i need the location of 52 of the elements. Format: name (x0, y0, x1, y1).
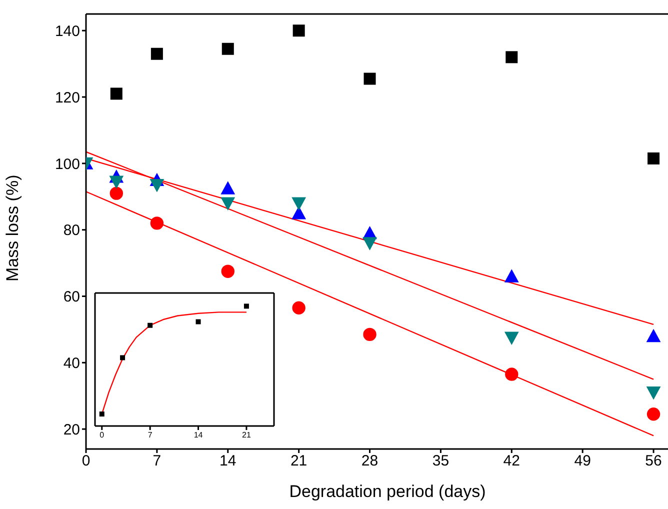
x-tick-label: 14 (194, 430, 204, 440)
point (646, 408, 660, 421)
point (110, 186, 124, 200)
point (292, 301, 306, 314)
point (506, 51, 518, 64)
point (292, 197, 306, 210)
point (221, 264, 234, 278)
point (150, 179, 164, 192)
point (292, 24, 305, 37)
point (120, 355, 126, 360)
point (362, 237, 377, 250)
point (364, 72, 376, 85)
y-tick-label: 100 (54, 156, 80, 173)
point (220, 197, 236, 210)
x-tick-label: 14 (220, 452, 236, 470)
point (646, 328, 661, 342)
x-tick-label: 21 (242, 430, 252, 440)
x-tick-label: 0 (100, 430, 105, 440)
x-tick-label: 7 (152, 452, 162, 470)
point (646, 386, 661, 400)
x-tick-label: 49 (574, 452, 591, 470)
y-axis-title: Mass loss (%) (3, 174, 22, 282)
y-tick-label: 40 (63, 354, 80, 372)
point (504, 269, 519, 282)
point (220, 181, 236, 194)
x-tick-label: 7 (148, 430, 153, 440)
point (504, 332, 519, 345)
point (110, 88, 122, 100)
x-tick-label: 28 (361, 452, 378, 470)
point (222, 42, 234, 55)
y-tick-label: 60 (63, 288, 80, 306)
y-tick-label: 80 (63, 222, 80, 240)
point (99, 412, 104, 417)
x-tick-label: 0 (82, 452, 90, 470)
y-tick-label: 140 (54, 22, 80, 40)
point (244, 304, 249, 309)
point (109, 176, 124, 189)
point (505, 368, 518, 381)
y-tick-label: 120 (54, 89, 80, 106)
point (648, 152, 660, 164)
point (363, 328, 376, 342)
point (196, 319, 201, 324)
point (150, 48, 163, 60)
x-tick-label: 21 (290, 452, 308, 470)
x-tick-label: 56 (645, 452, 662, 470)
x-tick-label: 42 (503, 452, 520, 470)
x-tick-label: 35 (432, 452, 450, 470)
point (150, 216, 164, 230)
point (292, 206, 306, 220)
x-axis-title: Degradation period (days) (289, 482, 486, 501)
y-tick-label: 20 (63, 421, 80, 438)
point (148, 322, 153, 328)
